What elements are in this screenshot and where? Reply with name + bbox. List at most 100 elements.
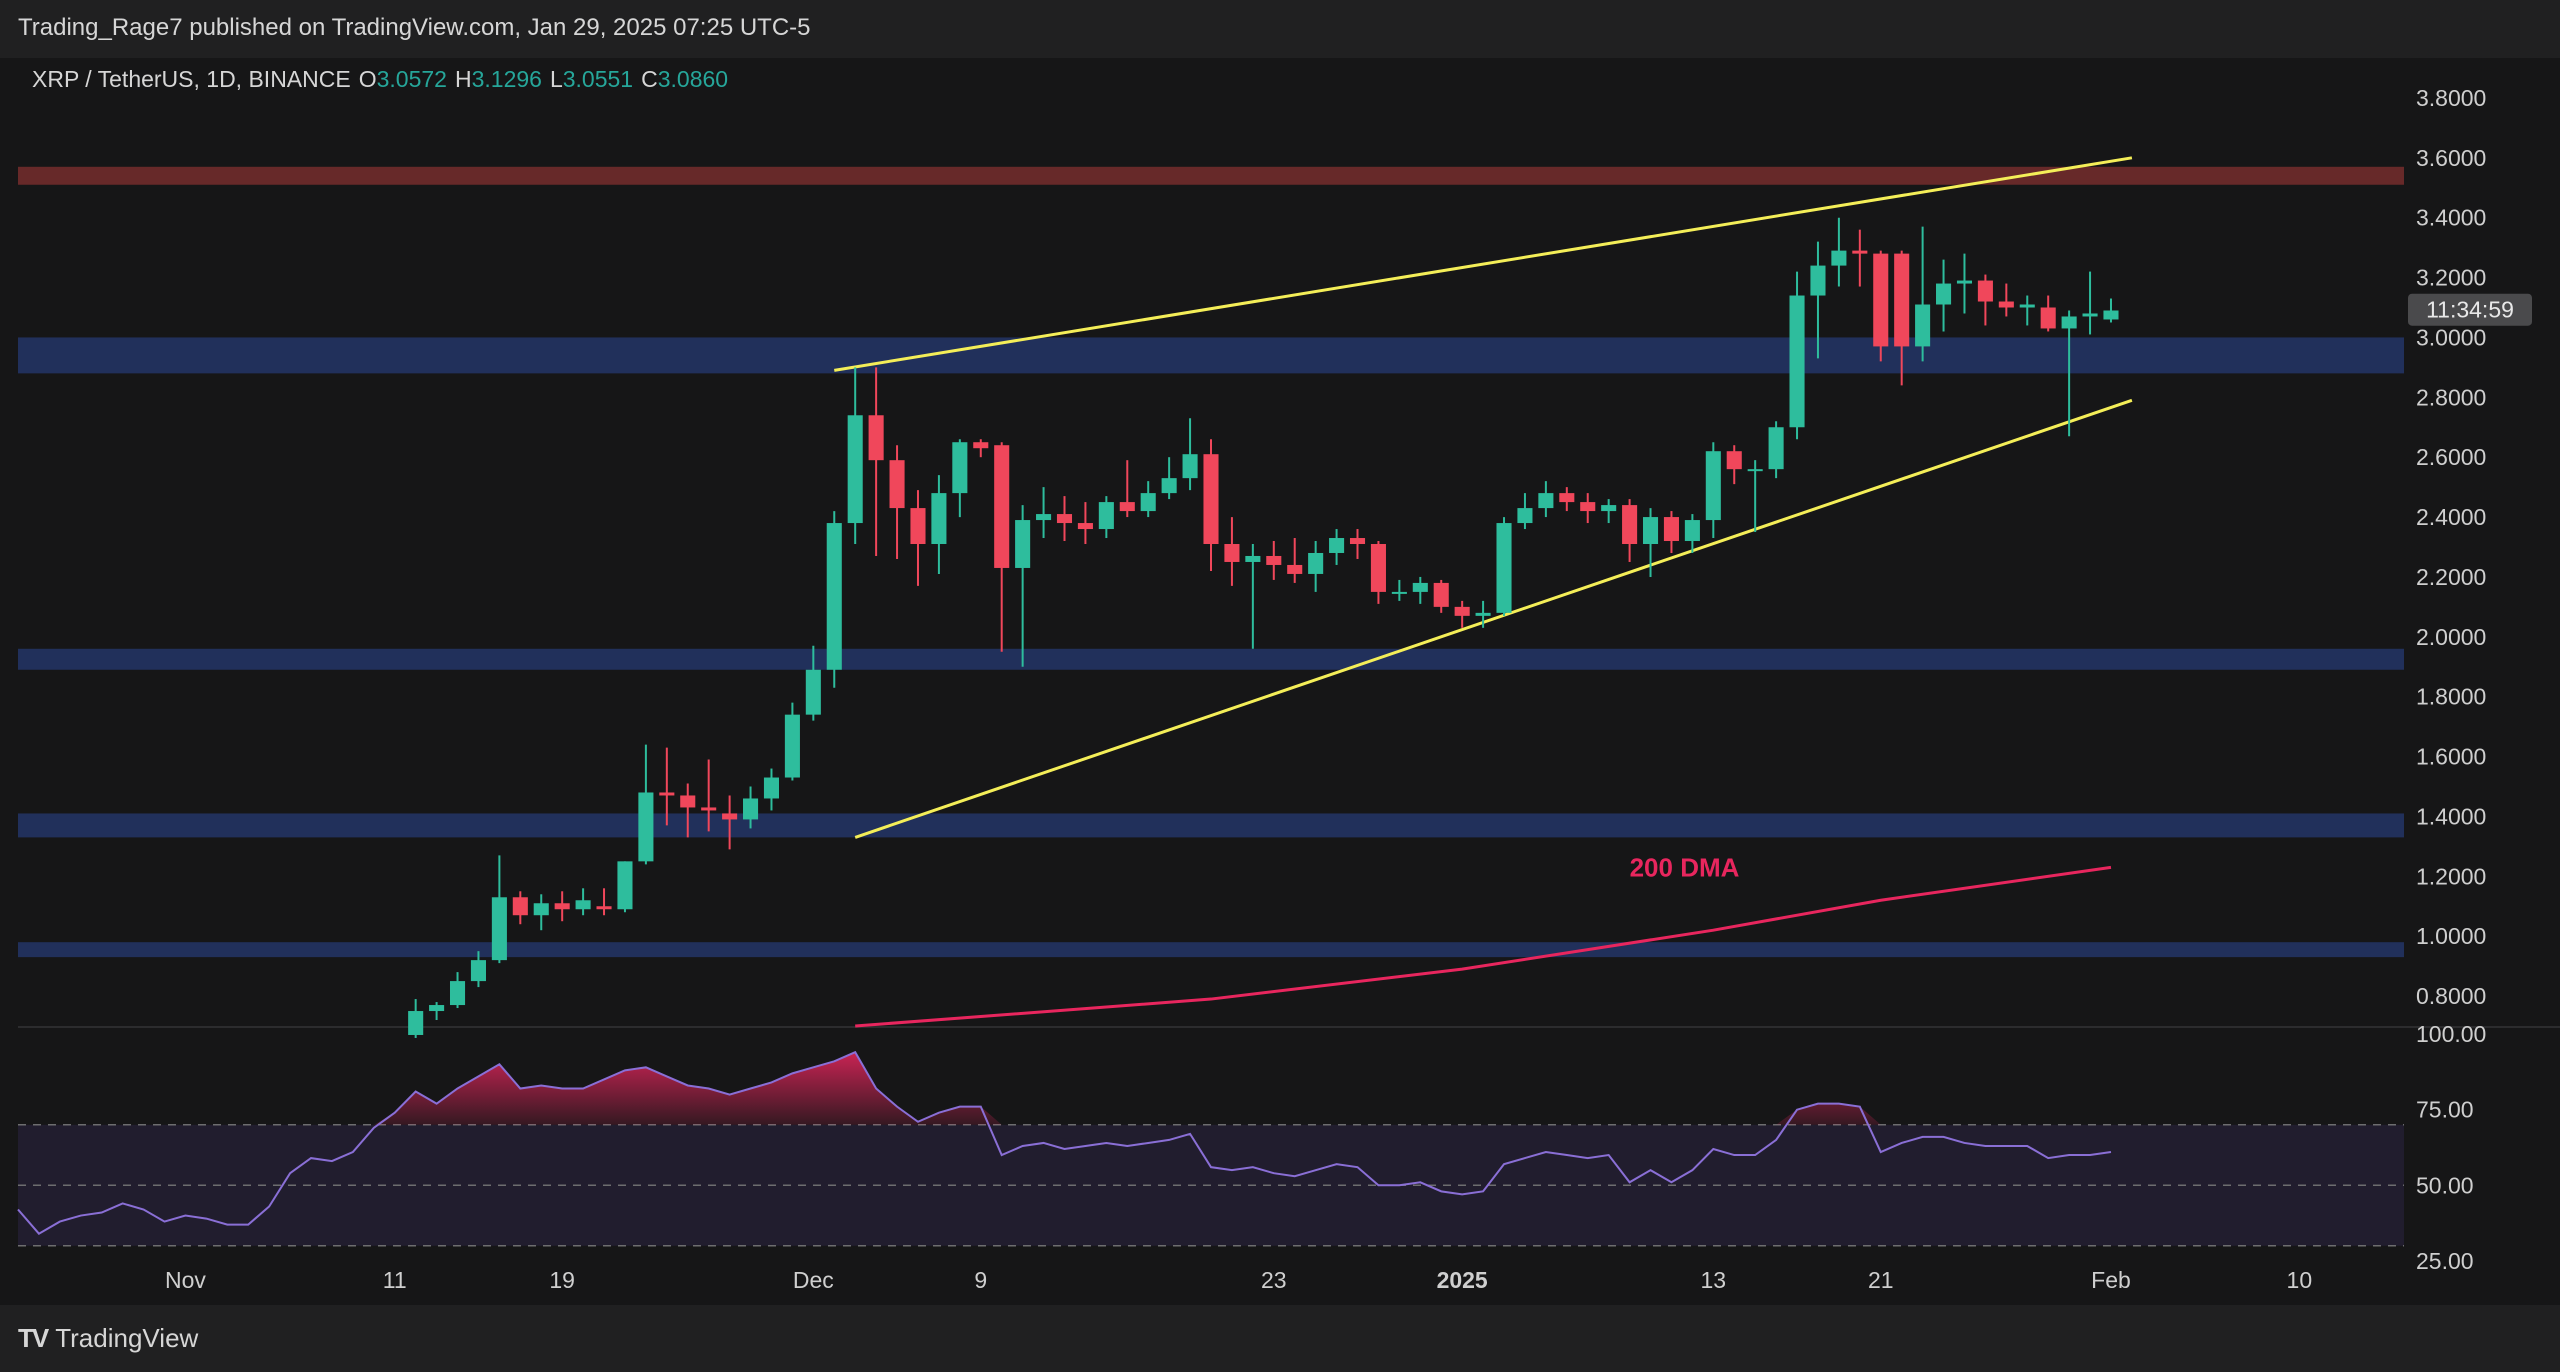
price-tick-label: 2.6000 <box>2416 444 2486 470</box>
dma-line <box>855 865 2112 1028</box>
candle-body <box>701 807 717 811</box>
price-tick-label: 3.2000 <box>2416 265 2486 291</box>
rsi-overbought-fill <box>18 1052 2111 1125</box>
candle-2025-01-14 <box>1726 445 1742 485</box>
candle-body <box>1433 582 1449 607</box>
ohlc-close-label: C <box>641 66 658 92</box>
candle-body <box>1663 517 1679 542</box>
candle-2025-01-23 <box>1915 226 1931 362</box>
candle-body <box>1977 280 1993 302</box>
brand[interactable]: TV TradingView <box>18 1323 198 1354</box>
candle-body <box>868 415 884 461</box>
candle-2025-01-28 <box>2019 295 2035 326</box>
candle-body <box>1789 295 1805 428</box>
candle-2025-01-05 <box>1538 481 1554 518</box>
price-tick-label: 2.8000 <box>2416 384 2486 410</box>
candle-2024-12-26 <box>1329 529 1345 565</box>
ohlc-open-value: 3.0572 <box>376 66 447 92</box>
candle-2025-01-31 <box>2082 271 2098 335</box>
price-tick-label: 1.6000 <box>2416 744 2486 770</box>
candle-body <box>1370 544 1386 592</box>
candle-2024-12-05 <box>889 445 905 559</box>
candle-2024-12-23 <box>1266 541 1282 580</box>
candle-2024-11-27 <box>722 795 738 850</box>
time-tick-label: 23 <box>1261 1267 1287 1293</box>
candle-2024-12-11 <box>1015 505 1031 667</box>
candle-2025-01-01 <box>1454 600 1470 628</box>
candle-body <box>1224 544 1240 562</box>
ohlc-high-label: H <box>454 66 472 92</box>
candle-2025-01-19 <box>1831 217 1847 287</box>
candle-2024-11-21 <box>596 888 612 916</box>
candle-body <box>1768 427 1784 470</box>
candle-2025-01-15 <box>1747 460 1763 533</box>
trendline-1 <box>854 398 2133 839</box>
candle-2024-12-22 <box>1245 544 1261 649</box>
candle-2025-01-30 <box>2061 310 2077 437</box>
candle-2024-12-24 <box>1287 538 1303 583</box>
candle-body <box>659 792 675 796</box>
zones-layer <box>0 58 2560 1304</box>
candle-2024-11-17 <box>512 891 528 925</box>
candle-body <box>1538 493 1554 509</box>
dma-layer: 200 DMA <box>855 852 2112 1028</box>
candle-body <box>1036 514 1052 521</box>
time-tick-label: 10 <box>2287 1267 2313 1293</box>
candle-body <box>680 795 696 808</box>
candle-2024-12-30 <box>1412 576 1428 604</box>
candle-body <box>1601 505 1617 512</box>
candle-body <box>2019 304 2035 308</box>
candle-2024-12-02 <box>826 511 842 688</box>
time-tick-label: 9 <box>974 1267 987 1293</box>
candle-body <box>2103 310 2119 320</box>
ohlc-high: H3.1296 <box>455 66 542 93</box>
countdown-text: 11:34:59 <box>2426 297 2514 323</box>
price-tick-label: 3.6000 <box>2416 145 2486 171</box>
candle-body <box>805 669 821 715</box>
candle-body <box>596 906 612 910</box>
candle-2024-12-06 <box>910 490 926 586</box>
axes-layer: 3.8000 3.6000 3.4000 3.2000 3.0000 2.8000 2.60… <box>165 85 2532 1293</box>
price-chart[interactable]: 200 DMA 3.8000 3.6000 3.4000 3.2000 3.0000 2.… <box>0 58 2560 1304</box>
candle-2024-11-19 <box>554 891 570 922</box>
candle-2025-02-01 <box>2103 298 2119 323</box>
time-tick-label: 13 <box>1701 1267 1727 1293</box>
price-tick-label: 1.8000 <box>2416 684 2486 710</box>
candle-body <box>994 445 1010 568</box>
candle-body <box>1810 265 1826 296</box>
symbol-legend: XRP / TetherUS, 1D, BINANCE O3.0572 H3.1… <box>32 66 728 93</box>
candle-body <box>1873 253 1889 347</box>
candle-body <box>2040 307 2056 329</box>
candle-body <box>1956 280 1973 284</box>
candle-body <box>1475 612 1491 616</box>
candle-body <box>826 523 842 670</box>
trendlines-layer <box>834 156 2133 839</box>
candle-body <box>1015 520 1031 568</box>
candle-2024-11-25 <box>680 783 696 838</box>
candle-body <box>1622 505 1638 545</box>
footer-bar: TV TradingView <box>0 1305 2560 1372</box>
candle-body <box>931 493 947 545</box>
price-tick-label: 1.0000 <box>2416 923 2486 949</box>
candle-body <box>429 1005 445 1012</box>
candle-body <box>2061 316 2077 329</box>
rsi-tick-label: 25.00 <box>2416 1248 2474 1274</box>
candle-body <box>847 415 863 524</box>
candle-2025-01-24 <box>1936 259 1952 332</box>
candle-body <box>1580 502 1596 512</box>
candle-body <box>1412 582 1428 592</box>
candle-body <box>1098 502 1114 530</box>
candle-2024-12-15 <box>1098 496 1114 539</box>
candle-body <box>491 897 507 961</box>
candle-2025-01-25 <box>1956 253 1973 314</box>
candle-2025-01-29 <box>2040 295 2056 332</box>
candle-body <box>1915 304 1931 347</box>
candle-body <box>1852 250 1868 254</box>
candle-2025-01-10 <box>1642 508 1659 577</box>
candle-2024-11-18 <box>533 894 549 931</box>
candle-body <box>784 714 800 778</box>
candle-body <box>1308 552 1324 574</box>
candle-2025-01-13 <box>1705 442 1721 539</box>
ohlc-low: L3.0551 <box>550 66 633 93</box>
